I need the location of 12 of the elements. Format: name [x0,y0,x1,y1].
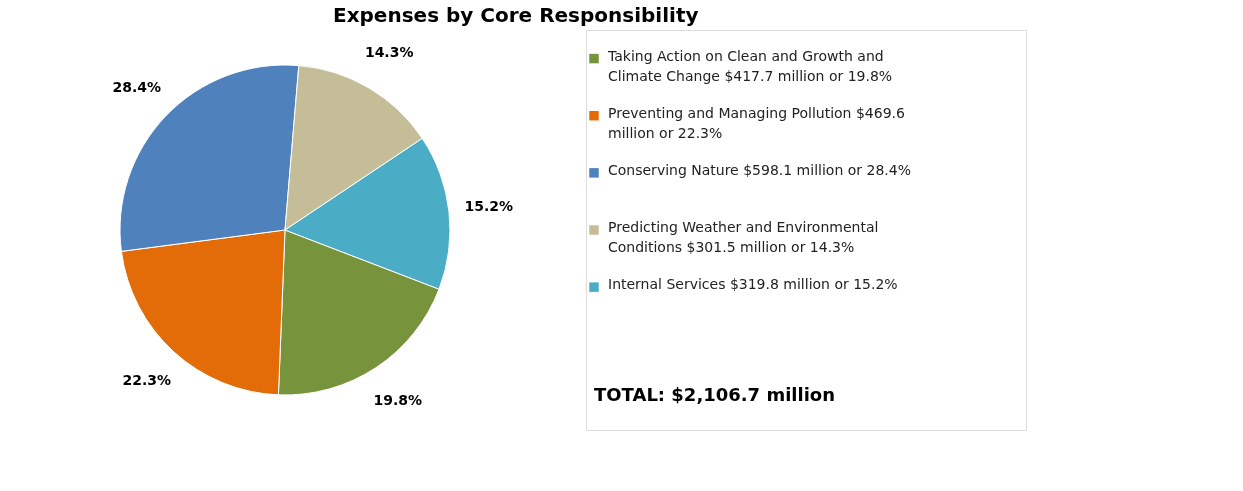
legend-label: Internal Services $319.8 million or 15.2% [608,276,898,293]
legend-label: Preventing and Managing Pollution $469.6 million or 22.3% [608,104,906,141]
data-label: 15.2% [464,198,514,215]
chart-title: Expenses by Core Responsibility [332,2,699,27]
legend-label: Conserving Nature $598.1 million or 28.4% [608,161,911,178]
legend-label: Taking Action on Clean and Growth and Climate Change $417.7 million or 19.8% [607,47,893,84]
data-label: 22.3% [122,372,171,389]
legend-label: Predicting Weather and Environmental Conditions $301.5 million or 14.3% [608,219,879,255]
data-label: 14.3% [364,44,414,61]
data-label: 19.8% [373,392,423,409]
data-label: 28.4% [112,79,162,96]
text: TOTAL: $2,106.7 million [594,383,836,405]
